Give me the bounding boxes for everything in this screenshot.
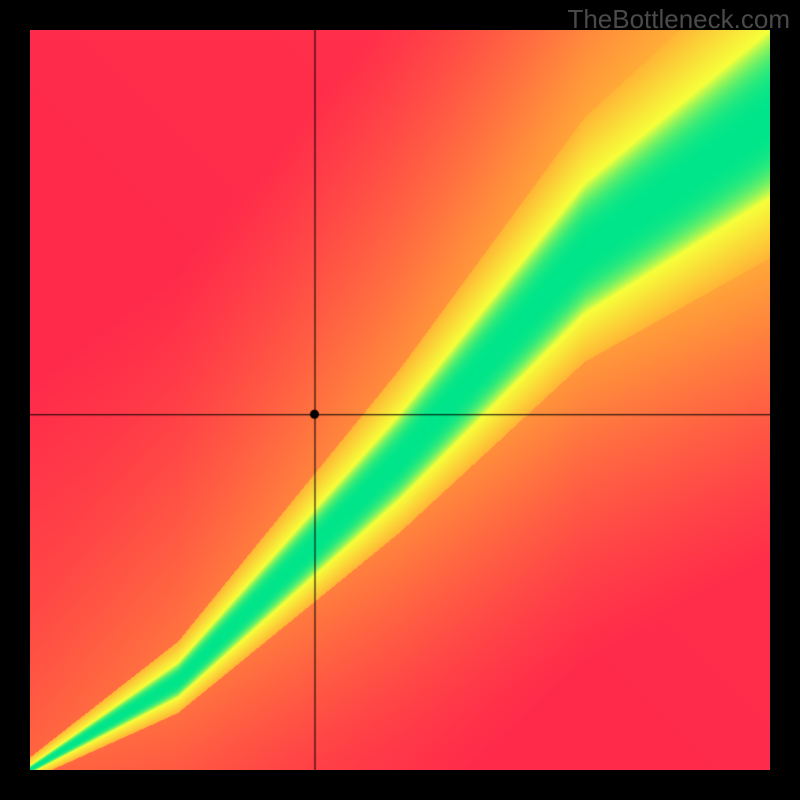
watermark-text: TheBottleneck.com <box>567 4 790 35</box>
plot-area <box>30 30 770 770</box>
chart-container: TheBottleneck.com <box>0 0 800 800</box>
heatmap-canvas <box>30 30 770 770</box>
